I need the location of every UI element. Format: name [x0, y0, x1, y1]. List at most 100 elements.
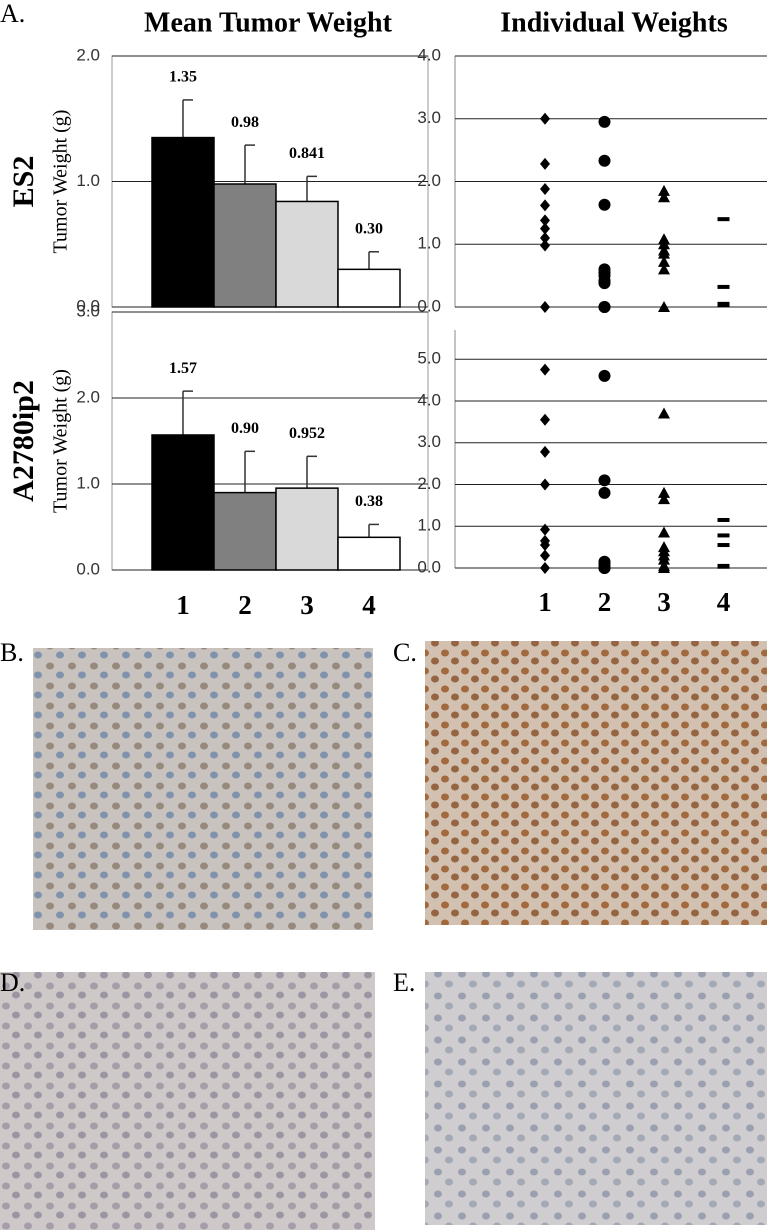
- micrograph-e-texture: [425, 972, 767, 1225]
- y-tick-label: 3.0: [417, 432, 441, 451]
- micrograph-b-texture: [33, 648, 373, 930]
- y-axis-label: Tumor Weight (g): [50, 110, 72, 254]
- bar: [151, 434, 215, 571]
- y-tick-label: 2.0: [417, 171, 441, 190]
- point: [540, 523, 550, 536]
- value-label: 0.30: [355, 220, 383, 237]
- y-tick-label: 2.0: [76, 387, 100, 406]
- x-tick-label: 1: [538, 587, 552, 617]
- y-tick-label: 0.0: [76, 296, 100, 315]
- point: [540, 231, 550, 244]
- bar: [213, 491, 277, 571]
- point: [540, 562, 550, 574]
- chart-title: Mean Tumor Weight: [144, 7, 393, 38]
- x-tick-label: 4: [362, 590, 376, 620]
- y-tick-label: 1.0: [76, 171, 100, 190]
- point: [717, 303, 730, 308]
- row-label: A2780ip2: [7, 380, 40, 502]
- point: [540, 301, 550, 313]
- point: [540, 112, 550, 125]
- point: [658, 238, 670, 250]
- point: [717, 543, 730, 548]
- point: [658, 493, 670, 505]
- point: [658, 191, 670, 203]
- point: [540, 478, 550, 491]
- y-tick-label: 1.0: [76, 473, 100, 492]
- point: [540, 222, 550, 235]
- y-axis-label: Tumor Weight (g): [50, 369, 72, 513]
- point: [598, 277, 611, 290]
- point: [658, 526, 670, 538]
- y-tick-label: 4.0: [417, 390, 441, 409]
- micrograph-c-texture: [425, 641, 767, 925]
- micrographs: [0, 641, 767, 1230]
- y-tick-label: 0.0: [417, 557, 441, 576]
- point: [717, 217, 730, 222]
- panel-label: D.: [0, 968, 25, 997]
- value-label: 1.57: [169, 360, 197, 377]
- value-label: 1.35: [169, 69, 197, 86]
- y-tick-label: 1.0: [417, 234, 441, 253]
- point: [717, 533, 730, 538]
- value-label: 0.952: [289, 425, 325, 442]
- y-tick-label: 2.0: [417, 474, 441, 493]
- point: [540, 199, 550, 212]
- point: [598, 486, 611, 499]
- point: [540, 363, 550, 376]
- point: [540, 239, 550, 252]
- y-tick-label: 4.0: [417, 45, 441, 64]
- point: [540, 413, 550, 426]
- value-label: 0.90: [231, 420, 259, 437]
- x-tick-label: 3: [657, 587, 671, 617]
- point: [658, 301, 670, 312]
- point: [658, 263, 670, 275]
- point: [658, 407, 670, 419]
- point: [598, 154, 611, 167]
- y-tick-label: 3.0: [417, 108, 441, 127]
- point: [540, 183, 550, 196]
- y-tick-label: 3.0: [76, 301, 100, 320]
- value-label: 0.98: [231, 114, 259, 131]
- panel-label: E.: [393, 968, 415, 997]
- point: [540, 157, 550, 170]
- point: [598, 474, 611, 487]
- point: [658, 553, 670, 565]
- x-tick-label: 2: [598, 587, 612, 617]
- bar: [275, 200, 339, 308]
- point: [598, 115, 611, 128]
- chart-title: Individual Weights: [500, 7, 728, 38]
- y-tick-label: 1.0: [417, 516, 441, 535]
- x-tick-label: 4: [717, 587, 731, 617]
- point: [658, 255, 670, 267]
- point: [658, 184, 670, 196]
- point: [540, 539, 550, 552]
- point: [540, 445, 550, 458]
- point: [598, 369, 611, 382]
- point: [658, 486, 670, 498]
- point: [658, 562, 670, 573]
- y-tick-label: 2.0: [76, 45, 100, 64]
- y-tick-label: 0.0: [417, 296, 441, 315]
- y-tick-label: 0.0: [76, 559, 100, 578]
- x-tick-label: 3: [300, 590, 314, 620]
- point: [540, 549, 550, 562]
- point: [717, 564, 730, 569]
- value-label: 0.841: [289, 145, 325, 162]
- micrograph-d-texture: [0, 972, 375, 1230]
- bar: [275, 487, 339, 571]
- bar: [337, 268, 401, 308]
- bar: [213, 183, 277, 308]
- point: [598, 301, 611, 313]
- point: [717, 284, 730, 289]
- bar: [151, 136, 215, 308]
- x-tick-label: 2: [238, 590, 252, 620]
- point: [540, 214, 550, 227]
- point: [717, 517, 730, 522]
- panel-label: A.: [0, 0, 25, 28]
- bar: [337, 536, 401, 571]
- row-label: ES2: [7, 156, 40, 208]
- point: [658, 247, 670, 259]
- panel-label: C.: [393, 638, 417, 667]
- x-tick-label: 1: [176, 590, 190, 620]
